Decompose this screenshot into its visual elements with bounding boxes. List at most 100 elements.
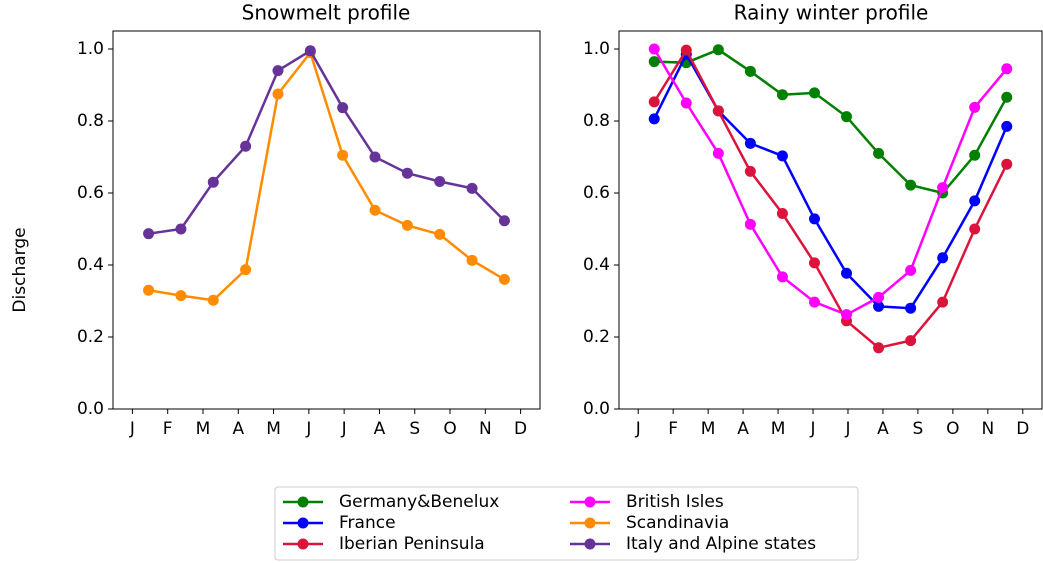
data-point <box>648 43 660 55</box>
data-point <box>776 208 788 220</box>
data-point <box>680 44 692 56</box>
data-point <box>648 113 660 125</box>
legend-marker <box>584 517 596 529</box>
data-point <box>143 284 155 296</box>
y-tick-label: 0.4 <box>77 255 104 275</box>
x-tick-label: J <box>305 419 311 439</box>
y-tick-label: 0.8 <box>583 111 610 131</box>
data-point <box>873 291 885 303</box>
legend-label: Germany&Benelux <box>339 492 499 512</box>
x-tick-label: D <box>1016 419 1029 439</box>
data-point <box>434 175 446 187</box>
x-tick-label: A <box>737 419 749 439</box>
y-tick-label: 0.0 <box>77 399 104 419</box>
x-tick-label: M <box>701 419 716 439</box>
data-point <box>808 213 820 225</box>
data-point <box>648 96 660 108</box>
x-tick-label: M <box>266 419 281 439</box>
y-tick-label: 0.0 <box>583 399 610 419</box>
data-point <box>272 88 284 100</box>
x-tick-label: O <box>946 419 959 439</box>
data-point <box>207 294 219 306</box>
chart-title: Snowmelt profile <box>242 1 411 25</box>
data-point <box>905 335 917 347</box>
data-point <box>969 195 981 207</box>
plot-frame <box>618 30 1043 410</box>
data-point <box>841 309 853 321</box>
data-point <box>1001 63 1013 75</box>
data-point <box>175 290 187 302</box>
y-tick-label: 0.2 <box>77 327 104 347</box>
x-tick-label: D <box>514 419 527 439</box>
data-point <box>969 149 981 161</box>
data-point <box>712 105 724 117</box>
data-point <box>841 111 853 123</box>
data-point <box>466 182 478 194</box>
data-point <box>1001 91 1013 103</box>
x-tick-label: M <box>196 419 211 439</box>
legend <box>274 486 859 561</box>
y-tick-label: 1.0 <box>583 39 610 59</box>
data-point <box>969 101 981 113</box>
data-point <box>680 97 692 109</box>
data-point <box>143 228 155 240</box>
series-line <box>148 49 506 235</box>
data-point <box>937 252 949 264</box>
data-point <box>401 219 413 231</box>
legend-marker <box>584 538 596 550</box>
data-point <box>776 150 788 162</box>
data-point <box>744 218 756 230</box>
y-tick-label: 0.2 <box>583 327 610 347</box>
y-tick-label: 0.8 <box>77 111 104 131</box>
data-point <box>905 179 917 191</box>
legend-label: Italy and Alpine states <box>626 534 816 554</box>
x-tick-label: J <box>341 419 347 439</box>
y-tick-label: 0.4 <box>583 255 610 275</box>
y-tick-label: 0.6 <box>583 183 610 203</box>
data-point <box>744 137 756 149</box>
data-point <box>905 264 917 276</box>
data-point <box>337 149 349 161</box>
x-tick-label: A <box>232 419 244 439</box>
data-point <box>776 89 788 101</box>
series-line <box>148 49 506 302</box>
data-point <box>712 44 724 56</box>
x-tick-label: J <box>844 419 850 439</box>
x-tick-label: S <box>912 419 923 439</box>
data-point <box>401 167 413 179</box>
data-point <box>905 302 917 314</box>
x-tick-label: N <box>981 419 994 439</box>
data-point <box>240 264 252 276</box>
legend-label: France <box>339 513 396 533</box>
x-tick-label: M <box>771 419 786 439</box>
data-point <box>240 140 252 152</box>
data-point <box>434 228 446 240</box>
data-point <box>937 182 949 194</box>
data-point <box>873 147 885 159</box>
legend-marker <box>297 517 309 529</box>
y-tick-label: 0.6 <box>77 183 104 203</box>
data-point <box>648 56 660 68</box>
data-point <box>841 267 853 279</box>
data-point <box>369 151 381 163</box>
data-point <box>304 45 316 57</box>
x-tick-label: A <box>374 419 386 439</box>
data-point <box>175 223 187 235</box>
x-tick-label: S <box>409 419 420 439</box>
data-point <box>498 273 510 285</box>
data-point <box>873 300 885 312</box>
data-point <box>498 215 510 227</box>
chart-title: Rainy winter profile <box>734 1 929 25</box>
data-point <box>808 296 820 308</box>
data-point <box>776 271 788 283</box>
series-line <box>653 47 1008 350</box>
data-point <box>712 147 724 159</box>
series-line <box>653 48 1008 317</box>
x-tick-label: F <box>668 419 678 439</box>
x-tick-label: J <box>635 419 641 439</box>
x-tick-label: F <box>163 419 173 439</box>
data-point <box>937 296 949 308</box>
data-point <box>808 257 820 269</box>
legend-marker <box>584 496 596 508</box>
